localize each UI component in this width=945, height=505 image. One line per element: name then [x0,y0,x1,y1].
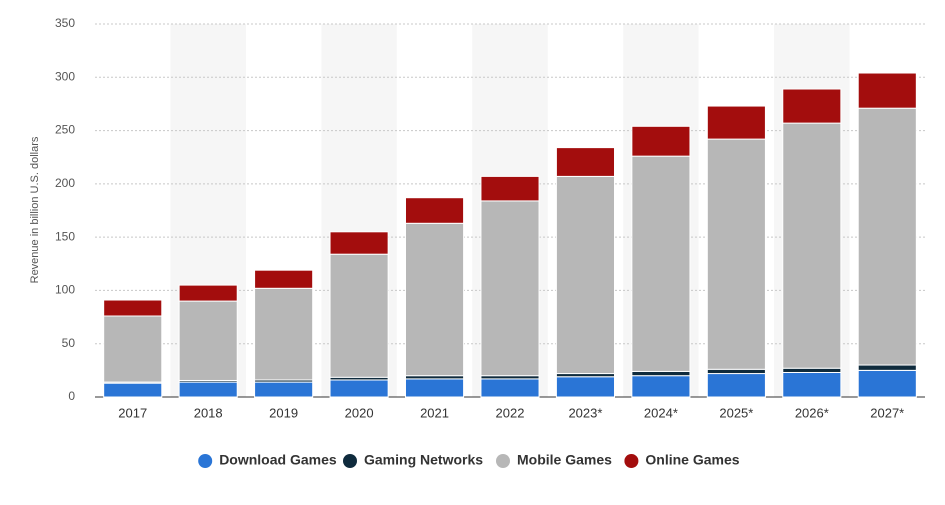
x-tick-label: 2023* [568,405,602,420]
bar-segment [631,125,691,157]
bar-segment [329,231,389,255]
bar-segment [631,155,691,372]
bar-segment [329,253,389,378]
bar-segment [254,269,314,289]
bar-segment [480,200,540,377]
bar-segment [706,138,766,370]
y-tick-label: 0 [68,389,75,403]
legend-item: Mobile Games [496,452,612,468]
y-axis-title: Revenue in billion U.S. dollars [29,136,41,283]
x-tick-label: 2019 [269,405,298,420]
bar-segment [555,147,616,177]
legend-item: Online Games [624,452,740,468]
bar-segment [782,88,842,124]
y-tick-label: 300 [55,69,75,83]
legend-item: Gaming Networks [343,452,483,468]
bar-segment [555,376,616,398]
bar-segment [857,364,917,371]
bar-segment [103,315,163,383]
y-tick-label: 200 [55,176,75,190]
bar-segment [706,368,766,375]
bar-segment [103,382,163,398]
bar-segment [178,381,238,398]
y-tick-label: 350 [55,16,75,30]
bar-segment [706,105,766,140]
bar-segment [178,284,238,302]
x-tick-label: 2022 [496,405,525,420]
legend-label: Mobile Games [517,452,612,468]
x-tick-label: 2026* [795,405,829,420]
bar-segment [254,381,314,398]
x-tick-label: 2020 [345,405,374,420]
legend-item: Download Games [198,452,337,468]
bar-segment [404,197,465,224]
y-tick-label: 50 [62,336,76,350]
bar-segment [103,299,163,317]
bar-segment [631,370,691,377]
bar-segment [857,369,917,398]
legend-swatch [343,454,357,468]
y-tick-label: 250 [55,123,75,137]
bar-segment [857,72,917,109]
bar-segment [706,373,766,398]
bar-segment [329,379,389,398]
bar-segment [555,175,616,375]
bar-segment [254,287,314,381]
bar-segment [857,107,917,366]
x-tick-label: 2017 [118,405,147,420]
bar-segment [178,300,238,381]
legend-label: Gaming Networks [364,452,483,468]
bar-segment [782,122,842,369]
x-tick-label: 2024* [644,405,678,420]
legend-swatch [198,454,213,468]
x-tick-label: 2025* [719,405,753,420]
legend-swatch [496,454,510,468]
legend-label: Download Games [219,452,337,468]
x-tick-label: 2018 [194,405,223,420]
legend-swatch [624,454,639,468]
y-tick-label: 150 [55,229,75,243]
bar-segment [782,367,842,373]
bar-segment [404,222,465,377]
bar-segment [480,175,540,202]
bar-segment [782,371,842,398]
x-tick-label: 2027* [870,405,904,420]
y-tick-label: 100 [55,283,75,297]
x-tick-label: 2021 [420,405,449,420]
legend-label: Online Games [645,452,739,468]
bar-segment [631,375,691,398]
bar-segment [404,378,465,398]
bar-segment [480,378,540,398]
